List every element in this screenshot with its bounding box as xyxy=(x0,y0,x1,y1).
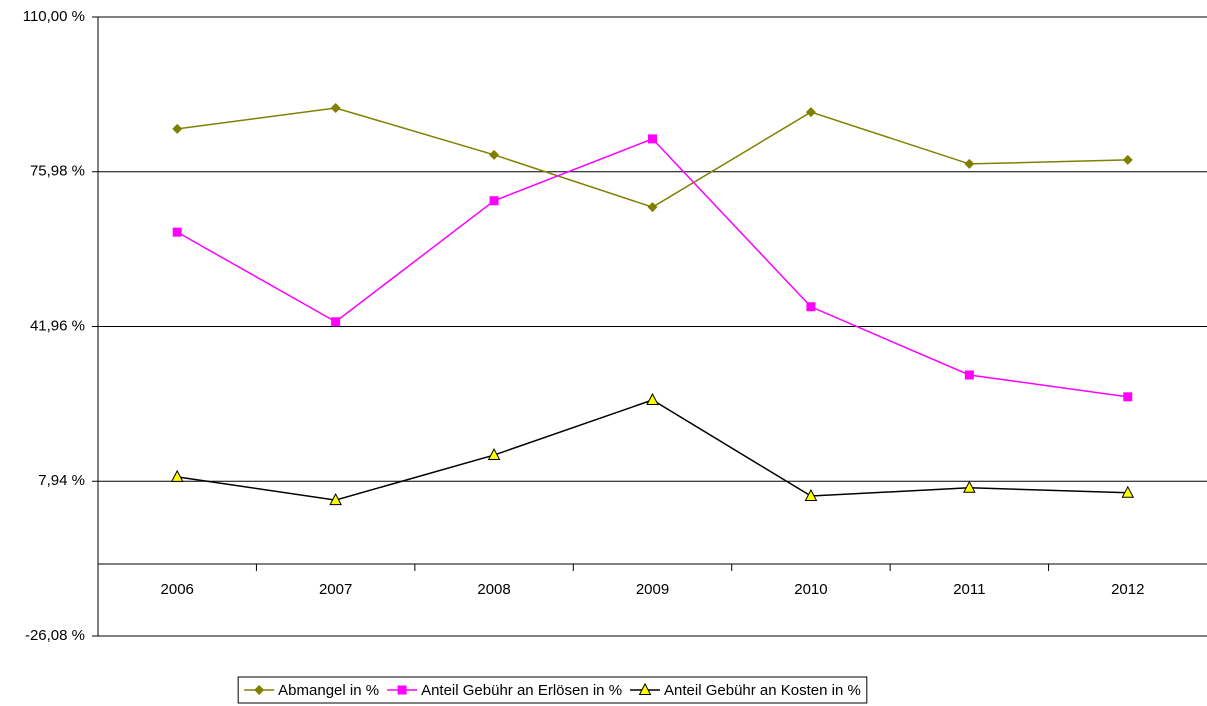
marker xyxy=(805,107,816,118)
marker xyxy=(647,202,658,213)
legend-box xyxy=(237,676,868,704)
x-tick-label: 2011 xyxy=(953,581,985,598)
series-line xyxy=(176,138,1128,398)
marker xyxy=(172,227,182,237)
y-tick-label: -26,08 % xyxy=(25,627,85,644)
marker xyxy=(964,370,974,380)
marker xyxy=(963,480,976,493)
marker xyxy=(1121,485,1135,498)
legend-label: Abmangel in % xyxy=(278,682,379,699)
marker xyxy=(254,685,265,695)
marker xyxy=(1122,154,1133,165)
marker xyxy=(804,488,818,501)
marker xyxy=(648,134,657,144)
marker xyxy=(964,158,975,169)
marker xyxy=(397,685,407,695)
marker xyxy=(646,392,659,406)
x-tick-label: 2012 xyxy=(1111,581,1144,598)
marker xyxy=(489,149,500,160)
series-line xyxy=(177,107,1128,208)
legend-label: Anteil Gebühr an Erlösen in % xyxy=(421,682,622,699)
y-tick-label: 75,98 % xyxy=(30,163,85,180)
marker xyxy=(487,447,501,461)
marker xyxy=(638,682,652,695)
legend-item: Anteil Gebühr an Erlösen in % xyxy=(387,682,622,699)
marker xyxy=(806,302,816,312)
legend-item: Abmangel in % xyxy=(244,682,379,699)
legend-label: Anteil Gebühr an Kosten in % xyxy=(664,682,861,699)
x-tick-label: 2007 xyxy=(319,581,352,598)
y-tick-label: 110,00 % xyxy=(23,8,85,25)
marker xyxy=(489,196,499,206)
series-line xyxy=(177,399,1128,501)
marker xyxy=(331,317,341,327)
x-tick-label: 2008 xyxy=(477,581,510,598)
legend-item: Anteil Gebühr an Kosten in % xyxy=(630,682,861,699)
marker xyxy=(329,493,342,506)
x-tick-label: 2010 xyxy=(794,581,827,598)
marker xyxy=(330,102,341,113)
marker xyxy=(1123,392,1133,402)
x-tick-label: 2006 xyxy=(161,581,194,598)
x-tick-label: 2009 xyxy=(636,581,669,598)
y-tick-label: 41,96 % xyxy=(30,317,85,334)
y-tick-label: 7,94 % xyxy=(38,472,85,489)
marker xyxy=(172,123,183,134)
marker xyxy=(170,469,184,482)
